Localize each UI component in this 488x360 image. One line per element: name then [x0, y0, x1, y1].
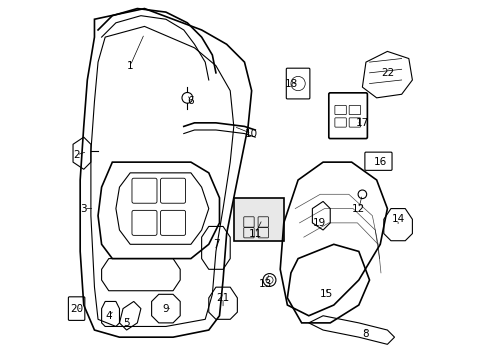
Text: 20: 20 [70, 303, 83, 314]
Text: 7: 7 [212, 239, 219, 249]
Text: 16: 16 [373, 157, 386, 167]
Text: 17: 17 [355, 118, 368, 128]
Text: 11: 11 [248, 229, 261, 239]
Text: 19: 19 [312, 218, 325, 228]
Text: 9: 9 [163, 303, 169, 314]
Text: 22: 22 [380, 68, 393, 78]
Text: 13: 13 [259, 279, 272, 289]
Text: 2: 2 [73, 150, 80, 160]
Text: 8: 8 [362, 329, 368, 339]
Text: 15: 15 [319, 289, 333, 299]
Text: 4: 4 [105, 311, 112, 321]
Text: 10: 10 [244, 129, 258, 139]
Text: 18: 18 [284, 78, 297, 89]
Text: 14: 14 [391, 214, 404, 224]
Text: 12: 12 [351, 203, 365, 213]
Text: 6: 6 [187, 96, 194, 107]
Text: 1: 1 [126, 61, 133, 71]
Text: 21: 21 [216, 293, 229, 303]
Text: 3: 3 [80, 203, 87, 213]
FancyBboxPatch shape [233, 198, 283, 241]
Text: 5: 5 [123, 318, 130, 328]
